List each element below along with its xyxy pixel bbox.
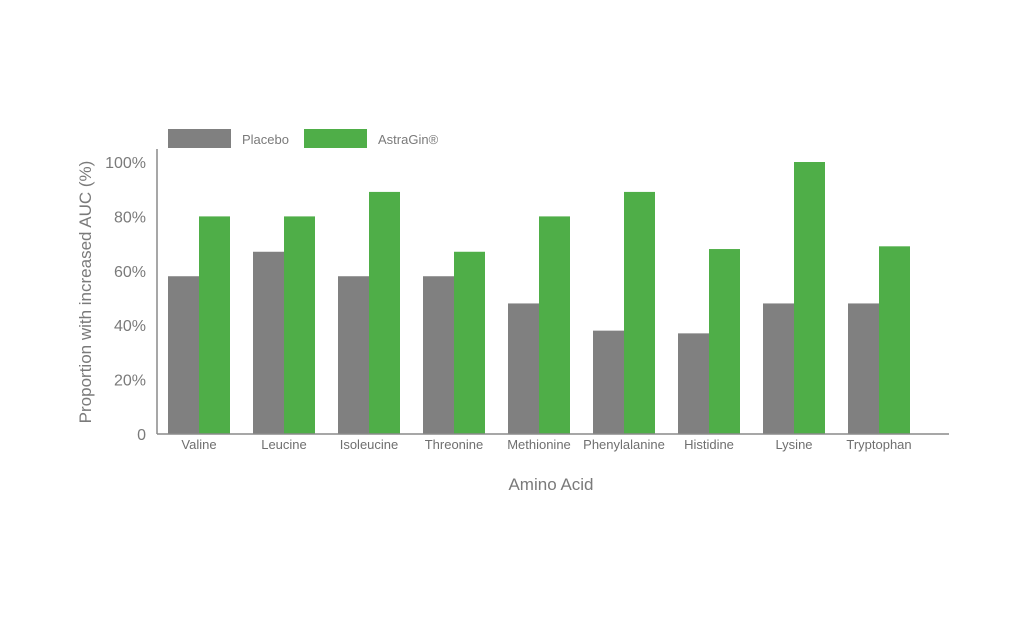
legend-label: AstraGin® <box>378 132 439 147</box>
y-tick-label: 40% <box>114 318 146 335</box>
x-tick-label: Lysine <box>775 437 812 452</box>
bar-placebo-methionine <box>508 303 539 434</box>
x-axis-title: Amino Acid <box>508 475 593 494</box>
bar-astragin-histidine <box>709 249 740 434</box>
bar-astragin-threonine <box>454 251 485 434</box>
x-tick-label: Isoleucine <box>340 437 399 452</box>
bar-astragin-phenylalanine <box>624 191 655 434</box>
bar-placebo-phenylalanine <box>593 330 624 434</box>
bar-astragin-lysine <box>794 162 825 434</box>
legend-swatch <box>304 129 367 148</box>
y-tick-label: 20% <box>114 373 146 390</box>
y-tick-label: 100% <box>105 155 146 172</box>
legend-label: Placebo <box>242 132 289 147</box>
axes <box>156 149 949 435</box>
bars <box>168 162 910 434</box>
bar-placebo-isoleucine <box>338 276 369 434</box>
legend: Placebo AstraGin® <box>168 129 439 148</box>
bar-astragin-methionine <box>539 216 570 434</box>
x-tick-label: Methionine <box>507 437 571 452</box>
x-tick-labels: Valine Leucine Isoleucine Threonine Methioni… <box>181 437 911 452</box>
y-tick-labels: 0 20% 40% 60% 80% 100% <box>105 155 146 444</box>
bar-placebo-histidine <box>678 333 709 434</box>
x-tick-label: Leucine <box>261 437 307 452</box>
y-tick-label: 0 <box>137 427 146 444</box>
bar-placebo-valine <box>168 276 199 434</box>
bar-placebo-threonine <box>423 276 454 434</box>
bar-astragin-valine <box>199 216 230 434</box>
x-tick-label: Tryptophan <box>846 437 911 452</box>
bar-astragin-leucine <box>284 216 315 434</box>
y-tick-label: 60% <box>114 264 146 281</box>
y-axis-title: Proportion with increased AUC (%) <box>76 161 95 424</box>
x-tick-label: Valine <box>181 437 216 452</box>
legend-swatch <box>168 129 231 148</box>
bar-astragin-isoleucine <box>369 191 400 434</box>
x-tick-label: Histidine <box>684 437 734 452</box>
bar-placebo-leucine <box>253 251 284 434</box>
bar-placebo-lysine <box>763 303 794 434</box>
x-tick-label: Threonine <box>425 437 484 452</box>
bar-placebo-tryptophan <box>848 303 879 434</box>
x-tick-label: Phenylalanine <box>583 437 665 452</box>
bar-astragin-tryptophan <box>879 246 910 434</box>
y-tick-label: 80% <box>114 209 146 226</box>
